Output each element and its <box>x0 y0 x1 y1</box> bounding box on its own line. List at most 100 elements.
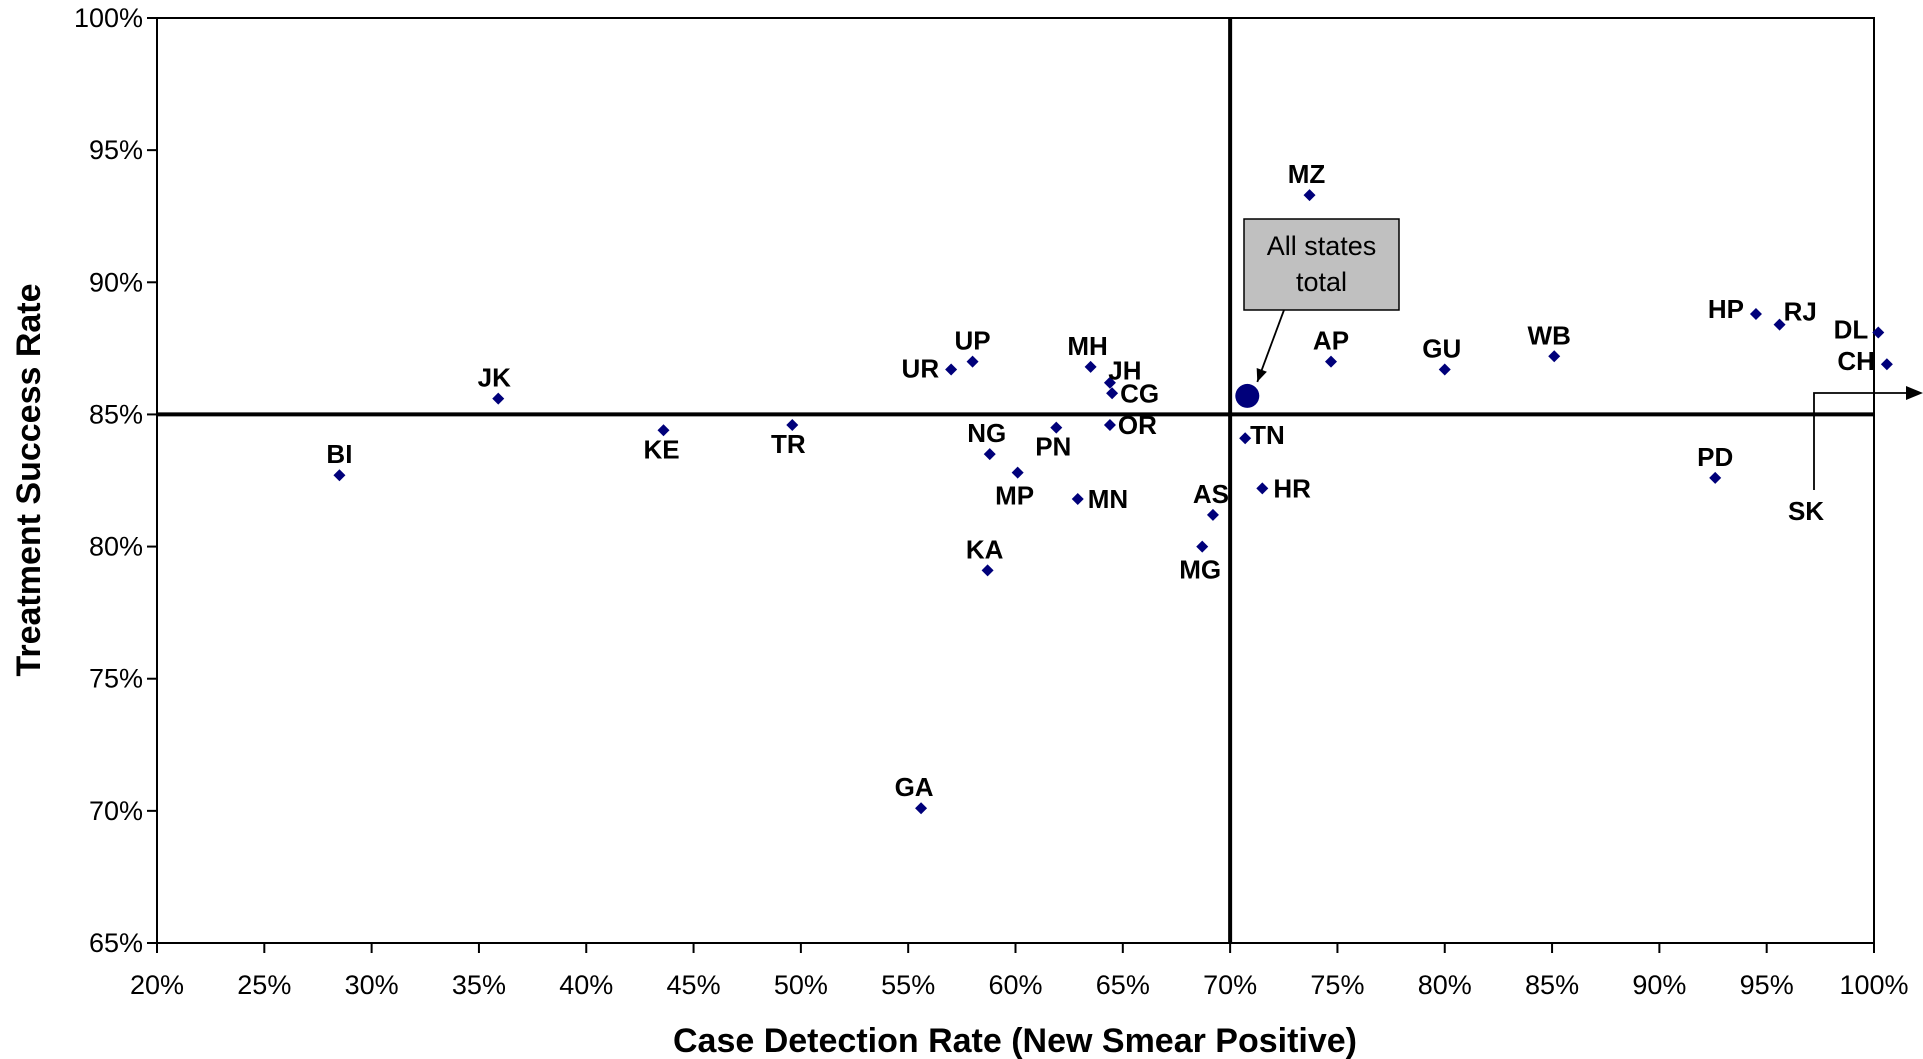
point-label-hr: HR <box>1273 473 1311 503</box>
callout-box <box>1243 218 1400 311</box>
data-point-tr <box>786 419 799 431</box>
point-label-jh: JH <box>1108 356 1141 386</box>
point-label-or: OR <box>1118 410 1157 440</box>
data-point-gu <box>1438 363 1451 376</box>
data-point-ng <box>983 448 996 461</box>
data-point-bi <box>333 469 346 482</box>
data-point-dl <box>1872 326 1885 339</box>
x-tick-label: 85% <box>1525 970 1579 1000</box>
data-point-mg <box>1196 540 1209 553</box>
x-tick-label: 65% <box>1096 970 1150 1000</box>
point-label-pd: PD <box>1697 442 1733 472</box>
x-axis-ticks: 20% 25% 30% 35% 40% 45% 50% 55% 60% 65% 70% 75% 80% 8… <box>130 943 1909 1000</box>
data-point-as <box>1206 508 1219 521</box>
data-point-ur <box>945 363 958 376</box>
point-label-hp: HP <box>1708 294 1744 324</box>
data-point-or <box>1103 419 1116 431</box>
data-point-hr <box>1256 482 1269 495</box>
point-label-ap: AP <box>1313 326 1349 356</box>
all-states-total-marker <box>1235 383 1260 408</box>
point-label-tn: TN <box>1250 420 1285 450</box>
plot-area <box>156 17 1875 944</box>
x-tick-label: 35% <box>452 970 506 1000</box>
data-point-pn <box>1050 421 1063 434</box>
data-point-ke <box>657 424 670 437</box>
data-point-ka <box>981 564 994 577</box>
data-point-rj <box>1773 318 1786 331</box>
y-axis-title: Treatment Success Rate <box>10 283 48 676</box>
point-label-pn: PN <box>1035 432 1071 462</box>
point-label-cg: CG <box>1120 378 1159 408</box>
x-tick-label: 25% <box>237 970 291 1000</box>
point-label-ka: KA <box>966 534 1004 564</box>
data-point-mh <box>1084 360 1097 373</box>
point-label-tr: TR <box>771 429 806 459</box>
data-point-ga <box>915 802 928 815</box>
all-states-callout: All states total <box>1235 218 1400 408</box>
data-point-jh <box>1103 376 1116 389</box>
sk-arrow-line <box>1813 392 1908 490</box>
x-tick-label: 70% <box>1203 970 1257 1000</box>
reference-lines <box>157 18 1874 943</box>
callout-line-2: total <box>1296 267 1347 297</box>
y-tick-label: 80% <box>89 532 143 562</box>
x-tick-label: 100% <box>1839 970 1908 1000</box>
x-tick-label: 45% <box>667 970 721 1000</box>
y-tick-label: 65% <box>89 928 143 958</box>
point-label-ng: NG <box>967 418 1006 448</box>
y-tick-label: 75% <box>89 664 143 694</box>
point-label-ch: CH <box>1837 346 1875 376</box>
sk-arrow-head <box>1906 386 1923 400</box>
point-label-dl: DL <box>1834 315 1869 345</box>
data-point-wb <box>1548 350 1561 363</box>
point-label-mp: MP <box>995 481 1034 511</box>
x-tick-label: 95% <box>1740 970 1794 1000</box>
data-point-jk <box>492 392 505 405</box>
point-label-mh: MH <box>1067 331 1107 361</box>
point-label-ur: UR <box>902 354 940 384</box>
point-label-wb: WB <box>1528 320 1571 350</box>
x-tick-label: 90% <box>1632 970 1686 1000</box>
data-point-cg <box>1106 387 1119 400</box>
x-axis-title: Case Detection Rate (New Smear Positive) <box>673 1022 1357 1059</box>
y-axis-ticks: 65% 70% 75% 80% 85% 90% 95% 100% <box>74 3 157 958</box>
y-tick-label: 95% <box>89 135 143 165</box>
x-tick-label: 80% <box>1418 970 1472 1000</box>
data-point-ap <box>1324 355 1337 368</box>
data-point-mn <box>1071 493 1084 505</box>
x-tick-label: 20% <box>130 970 184 1000</box>
x-tick-label: 75% <box>1310 970 1364 1000</box>
x-tick-label: 50% <box>774 970 828 1000</box>
point-label-ke: KE <box>643 434 679 464</box>
point-label-gu: GU <box>1422 334 1461 364</box>
data-point-up <box>966 355 979 368</box>
point-label-jk: JK <box>478 363 511 393</box>
callout-arrow-head <box>1256 367 1267 382</box>
y-tick-label: 85% <box>89 399 143 429</box>
y-tick-label: 70% <box>89 796 143 826</box>
point-label-bi: BI <box>326 439 352 469</box>
data-point-tn <box>1239 432 1252 445</box>
point-label-mg: MG <box>1179 555 1221 585</box>
point-label-up: UP <box>955 326 991 356</box>
point-label-mz: MZ <box>1288 159 1326 189</box>
point-label-sk: SK <box>1788 496 1824 526</box>
point-label-mn: MN <box>1088 484 1128 514</box>
data-point-mz <box>1303 189 1316 202</box>
point-label-rj: RJ <box>1784 297 1817 327</box>
data-point-pd <box>1709 471 1722 484</box>
data-point-hp <box>1749 308 1762 320</box>
x-tick-label: 60% <box>988 970 1042 1000</box>
x-tick-label: 30% <box>345 970 399 1000</box>
offscale-sk: SK <box>1788 386 1923 526</box>
y-tick-label: 100% <box>74 3 143 33</box>
point-label-ga: GA <box>895 772 934 802</box>
data-point-ch <box>1880 358 1893 371</box>
callout-line-1: All states <box>1267 231 1377 261</box>
point-label-as: AS <box>1193 479 1229 509</box>
x-tick-label: 40% <box>559 970 613 1000</box>
x-tick-label: 55% <box>881 970 935 1000</box>
y-tick-label: 90% <box>89 267 143 297</box>
